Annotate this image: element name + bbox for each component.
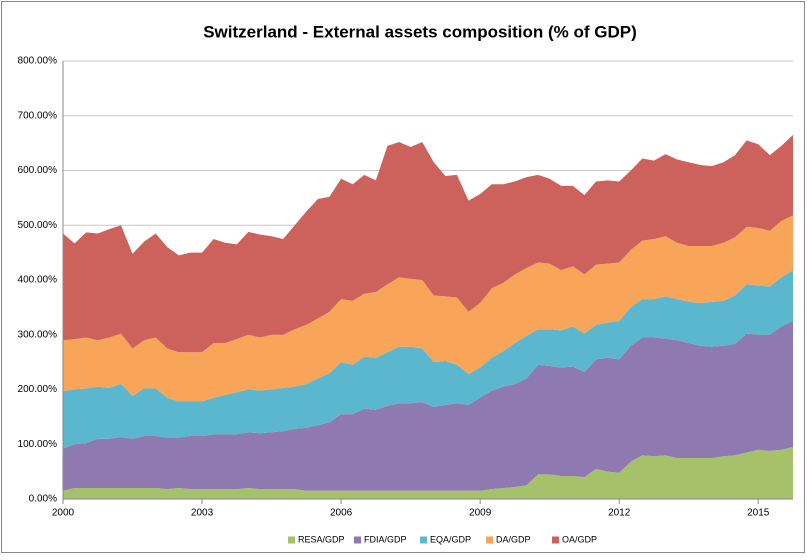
legend-label: OA/GDP <box>562 534 597 544</box>
y-tick-label: 600.00% <box>18 165 58 176</box>
legend-label: DA/GDP <box>496 534 531 544</box>
y-tick-label: 200.00% <box>18 384 58 395</box>
legend-label: EQA/GDP <box>430 534 471 544</box>
legend-swatch <box>486 536 493 544</box>
legend-swatch <box>552 536 559 544</box>
y-tick-label: 300.00% <box>18 329 58 340</box>
y-tick-label: 400.00% <box>18 275 58 286</box>
x-tick-label: 2015 <box>747 508 770 519</box>
area <box>63 270 793 449</box>
y-tick-label: 700.00% <box>18 110 58 121</box>
legend-swatch <box>420 536 427 544</box>
legend-swatch <box>354 536 361 544</box>
y-tick-label: 0.00% <box>29 494 57 505</box>
area <box>63 446 793 499</box>
x-tick-label: 2000 <box>52 508 75 519</box>
y-tick-label: 800.00% <box>18 56 58 67</box>
area <box>63 215 793 402</box>
area <box>63 321 793 491</box>
legend-label: RESA/GDP <box>298 534 345 544</box>
x-tick-label: 2009 <box>469 508 492 519</box>
legend-swatch <box>288 536 295 544</box>
legend-label: FDIA/GDP <box>364 534 407 544</box>
x-tick-label: 2006 <box>330 508 353 519</box>
x-tick-label: 2012 <box>608 508 631 519</box>
area <box>63 134 793 353</box>
x-tick-label: 2003 <box>191 508 214 519</box>
chart-title: Switzerland - External assets compositio… <box>203 22 637 41</box>
y-tick-label: 100.00% <box>18 439 58 450</box>
y-tick-label: 500.00% <box>18 220 58 231</box>
